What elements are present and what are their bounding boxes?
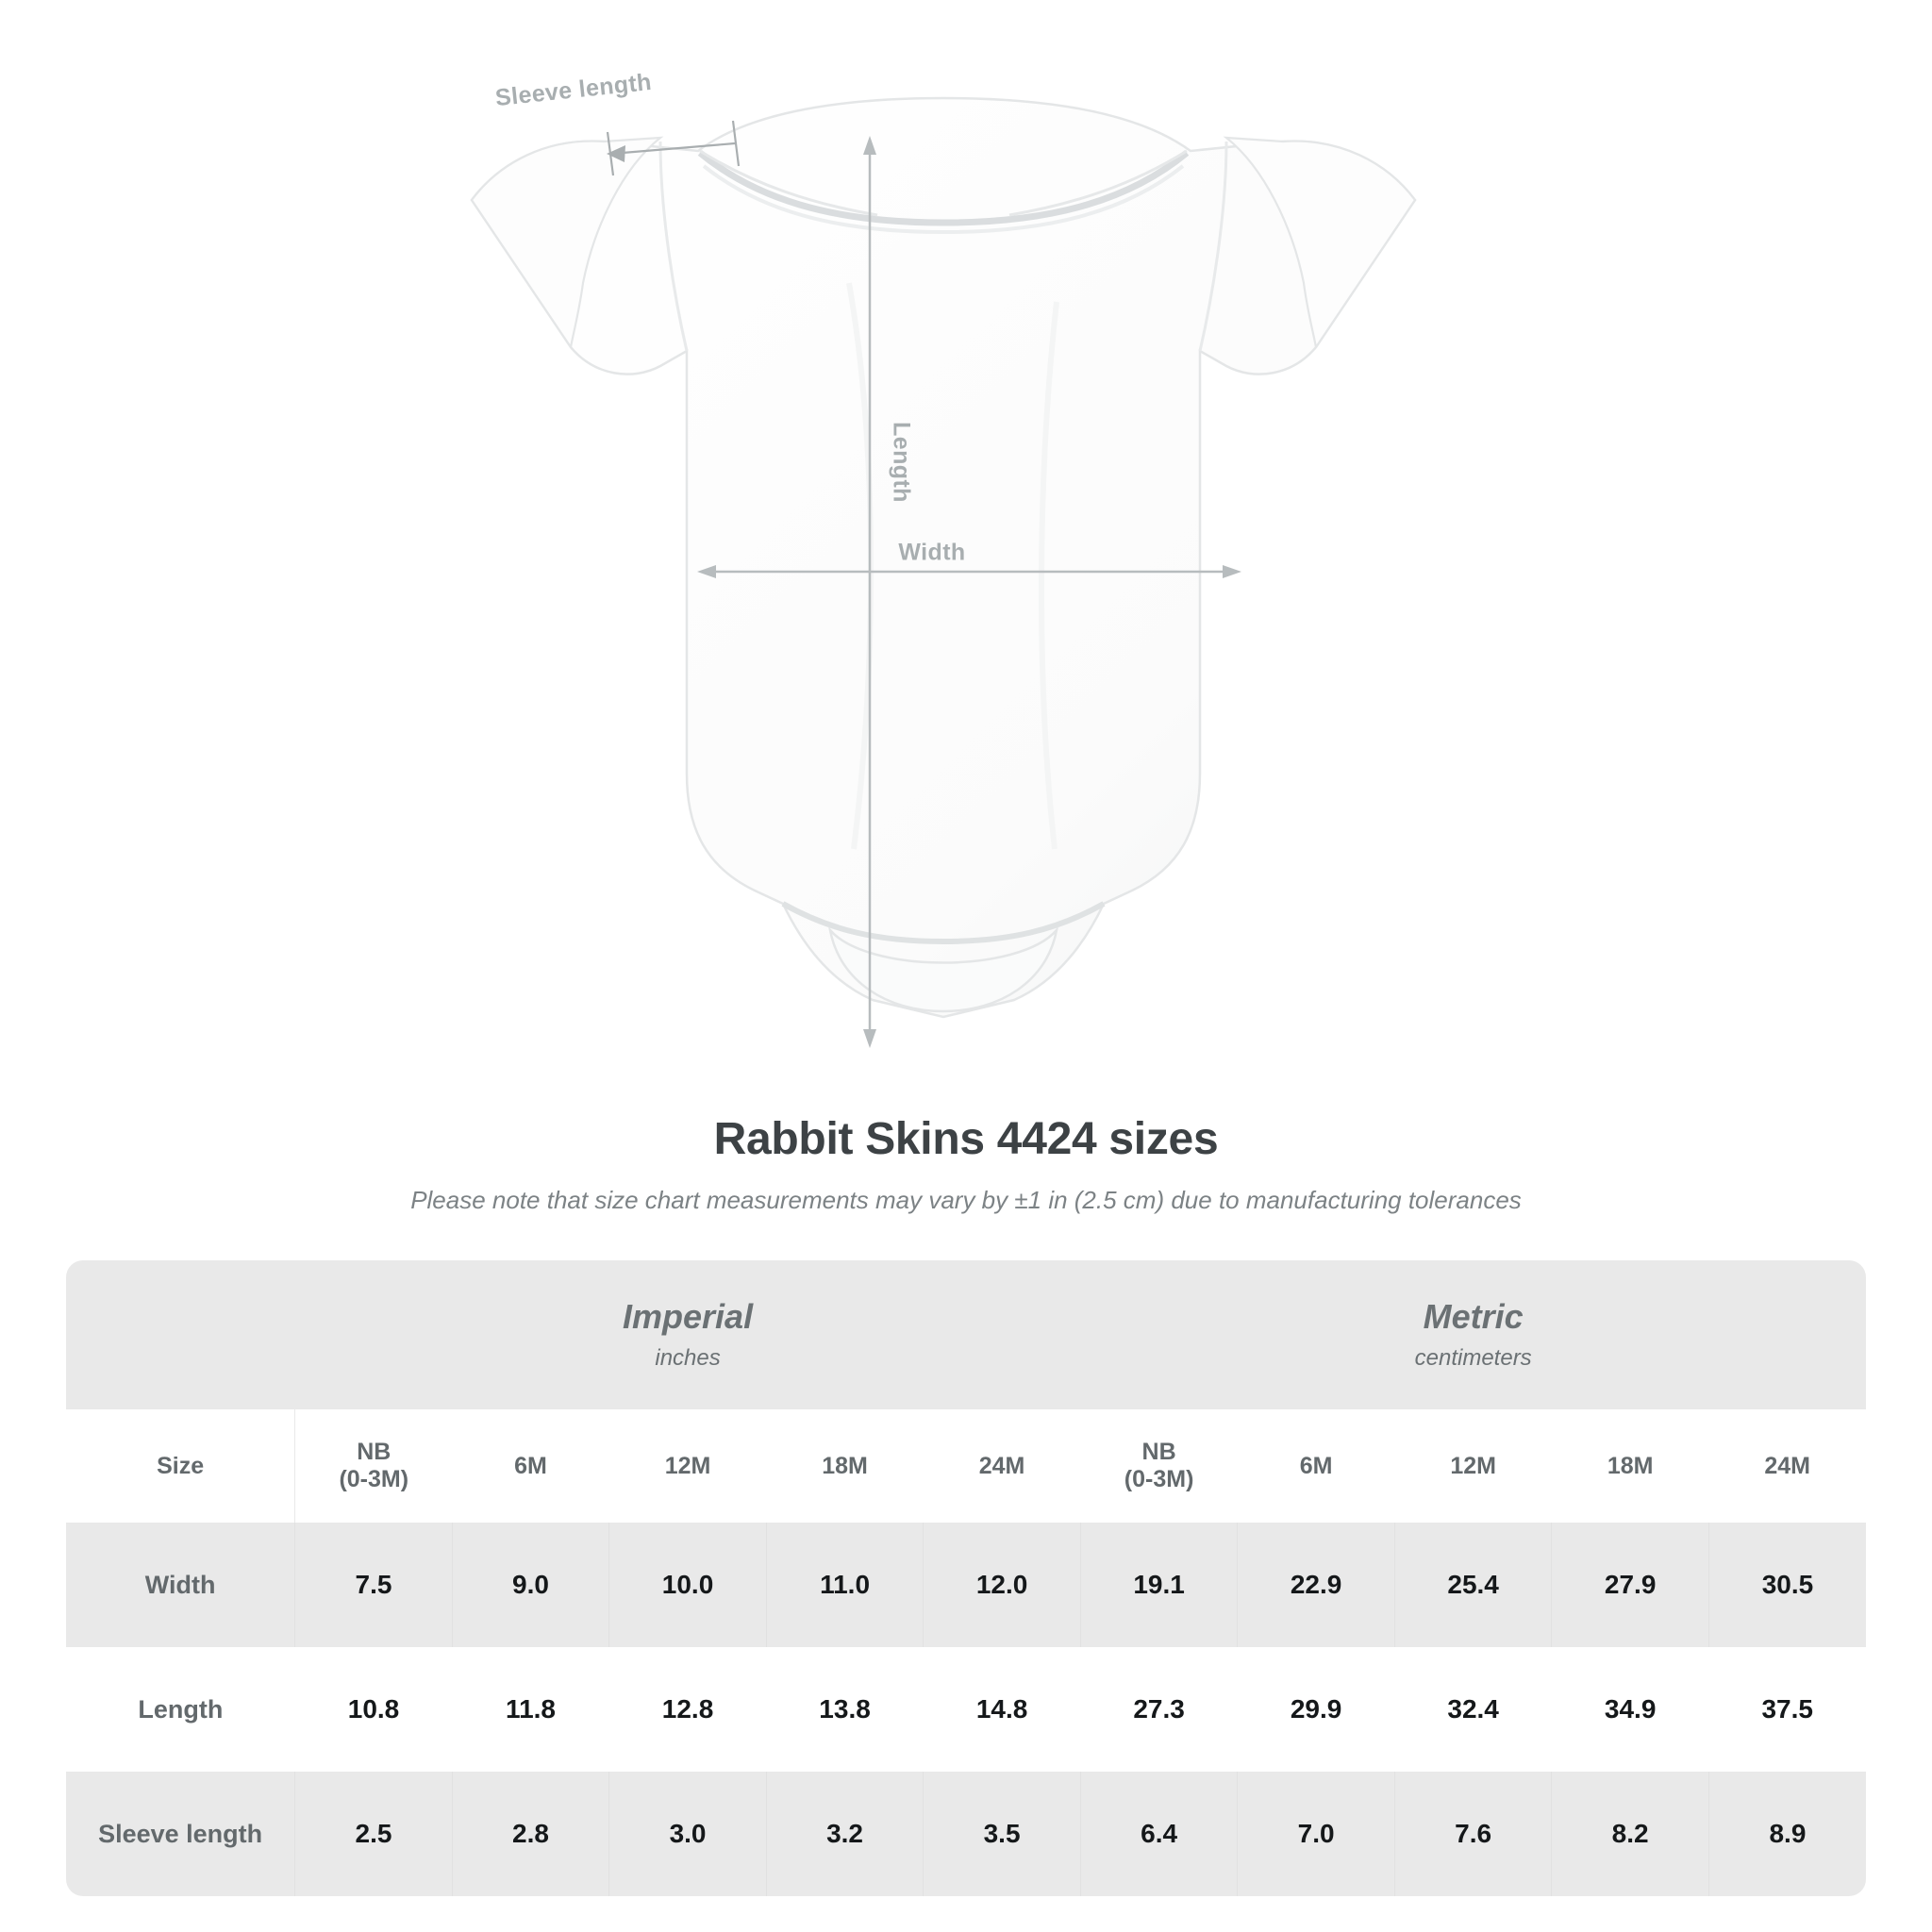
right-shoulder-seam: [1008, 149, 1188, 217]
cell-width-9: 30.5: [1708, 1523, 1866, 1647]
cell-length-8: 34.9: [1551, 1647, 1709, 1772]
unit-group-blank-cell: [66, 1260, 295, 1409]
cell-width-8: 27.9: [1551, 1523, 1709, 1647]
width-label: Width: [898, 539, 966, 566]
cell-length-5: 27.3: [1080, 1647, 1238, 1772]
size-chart-table-wrapper: Imperial inches Metric centimeters Size …: [66, 1260, 1866, 1896]
cell-width-7: 25.4: [1394, 1523, 1553, 1647]
unit-group-metric-name: Metric: [1423, 1297, 1524, 1337]
unit-group-header-row: Imperial inches Metric centimeters: [66, 1260, 1866, 1409]
cell-width-3: 11.0: [766, 1523, 924, 1647]
sleeve-arrow-left: [607, 145, 625, 162]
cell-length-3: 13.8: [766, 1647, 924, 1772]
cell-width-6: 22.9: [1237, 1523, 1395, 1647]
row-label-width: Width: [66, 1523, 296, 1647]
left-sleeve-seam: [658, 141, 689, 352]
size-header-cell-5: NB (0-3M): [1080, 1409, 1238, 1523]
size-chart-table: Imperial inches Metric centimeters Size …: [66, 1260, 1866, 1896]
cell-width-0: 7.5: [294, 1523, 453, 1647]
cell-sleeve-1: 2.8: [452, 1772, 610, 1896]
width-arrow-right: [1223, 565, 1241, 578]
size-header-row: Size NB (0-3M) 6M 12M 18M 24M N: [66, 1409, 1866, 1523]
unit-group-imperial-name: Imperial: [623, 1297, 754, 1337]
cell-width-5: 19.1: [1080, 1523, 1239, 1647]
size-header-cell-2: 12M: [608, 1409, 767, 1523]
cell-width-4: 12.0: [923, 1523, 1081, 1647]
left-shoulder-seam: [699, 149, 878, 217]
unit-group-imperial-sub: inches: [655, 1344, 721, 1371]
cell-width-2: 10.0: [608, 1523, 767, 1647]
row-label-sleeve-length: Sleeve length: [66, 1772, 296, 1896]
table-row: Length 10.8 11.8 12.8 13.8 14.8 27.3 29.…: [66, 1647, 1866, 1772]
size-header-main-1: 6M: [514, 1452, 547, 1479]
cell-length-1: 11.8: [452, 1647, 609, 1772]
garment-illustration: Sleeve length Length Width: [470, 69, 1417, 1048]
cell-sleeve-2: 3.0: [608, 1772, 767, 1896]
unit-group-imperial: Imperial inches: [294, 1260, 1081, 1409]
cell-sleeve-8: 8.2: [1551, 1772, 1709, 1896]
sleeve-tick-right: [731, 120, 741, 167]
size-header-cell-4: 24M: [923, 1409, 1081, 1523]
right-sleeve: [1223, 136, 1417, 350]
cell-length-2: 12.8: [608, 1647, 767, 1772]
page-title: Rabbit Skins 4424 sizes: [713, 1114, 1219, 1164]
right-sleeve-seam: [1198, 141, 1228, 352]
size-header-main-4: 24M: [978, 1452, 1025, 1479]
onesie-drawing: [470, 96, 1417, 1048]
size-header-cell-7: 12M: [1394, 1409, 1552, 1523]
cell-sleeve-3: 3.2: [766, 1772, 924, 1896]
sleeve-tick-left: [606, 131, 615, 176]
cell-sleeve-4: 3.5: [923, 1772, 1081, 1896]
table-row: Sleeve length 2.5 2.8 3.0 3.2 3.5 6.4 7.…: [66, 1772, 1866, 1896]
size-header-cell-8: 18M: [1551, 1409, 1709, 1523]
cell-width-1: 9.0: [452, 1523, 610, 1647]
size-header-main-5: NB: [1141, 1439, 1176, 1465]
length-label: Length: [888, 422, 915, 503]
unit-group-metric-sub: centimeters: [1414, 1344, 1532, 1371]
size-header-main-3: 18M: [822, 1452, 868, 1479]
table-row: Width 7.5 9.0 10.0 11.0 12.0 19.1 22.9 2…: [66, 1523, 1866, 1647]
size-header-sub-0: (0-3M): [339, 1466, 409, 1492]
size-header-main-7: 12M: [1450, 1452, 1496, 1479]
cell-sleeve-9: 8.9: [1708, 1772, 1866, 1896]
cell-sleeve-7: 7.6: [1394, 1772, 1553, 1896]
size-header-cell-6: 6M: [1237, 1409, 1395, 1523]
cell-length-7: 32.4: [1394, 1647, 1552, 1772]
collar-inner-stitch: [702, 164, 1185, 235]
size-header-main-2: 12M: [664, 1452, 711, 1479]
cell-length-0: 10.8: [294, 1647, 453, 1772]
size-header-cell-1: 6M: [452, 1409, 609, 1523]
leg-opening-ribbing: [781, 901, 1106, 945]
width-arrow-left: [697, 565, 716, 578]
size-header-label: Size: [66, 1409, 296, 1523]
size-header-main-0: NB: [357, 1439, 391, 1465]
length-arrow-top: [863, 136, 876, 155]
size-header-sub-5: (0-3M): [1124, 1466, 1194, 1492]
size-header-cell-0: NB (0-3M): [294, 1409, 453, 1523]
unit-group-metric: Metric centimeters: [1080, 1260, 1866, 1409]
cell-sleeve-0: 2.5: [294, 1772, 453, 1896]
bodysuit-body-outline: [470, 96, 1417, 1019]
cell-length-9: 37.5: [1708, 1647, 1866, 1772]
size-header-main-9: 24M: [1764, 1452, 1811, 1479]
size-header-cell-9: 24M: [1708, 1409, 1866, 1523]
cell-sleeve-5: 6.4: [1080, 1772, 1239, 1896]
length-arrow-bottom: [863, 1029, 876, 1048]
left-sleeve: [470, 136, 664, 350]
cell-length-4: 14.8: [923, 1647, 1081, 1772]
collar-ribbing: [697, 150, 1190, 226]
cell-sleeve-6: 7.0: [1237, 1772, 1395, 1896]
size-header-main-6: 6M: [1299, 1452, 1333, 1479]
size-header-main-8: 18M: [1607, 1452, 1654, 1479]
page-subtitle: Please note that size chart measurements…: [410, 1186, 1522, 1214]
sleeve-dimension-line: [610, 142, 736, 156]
row-label-length: Length: [66, 1647, 295, 1772]
cell-length-6: 29.9: [1237, 1647, 1395, 1772]
fabric-fold-right: [1038, 301, 1059, 850]
snap-gusset: [827, 925, 1059, 1013]
size-header-cell-3: 18M: [766, 1409, 924, 1523]
